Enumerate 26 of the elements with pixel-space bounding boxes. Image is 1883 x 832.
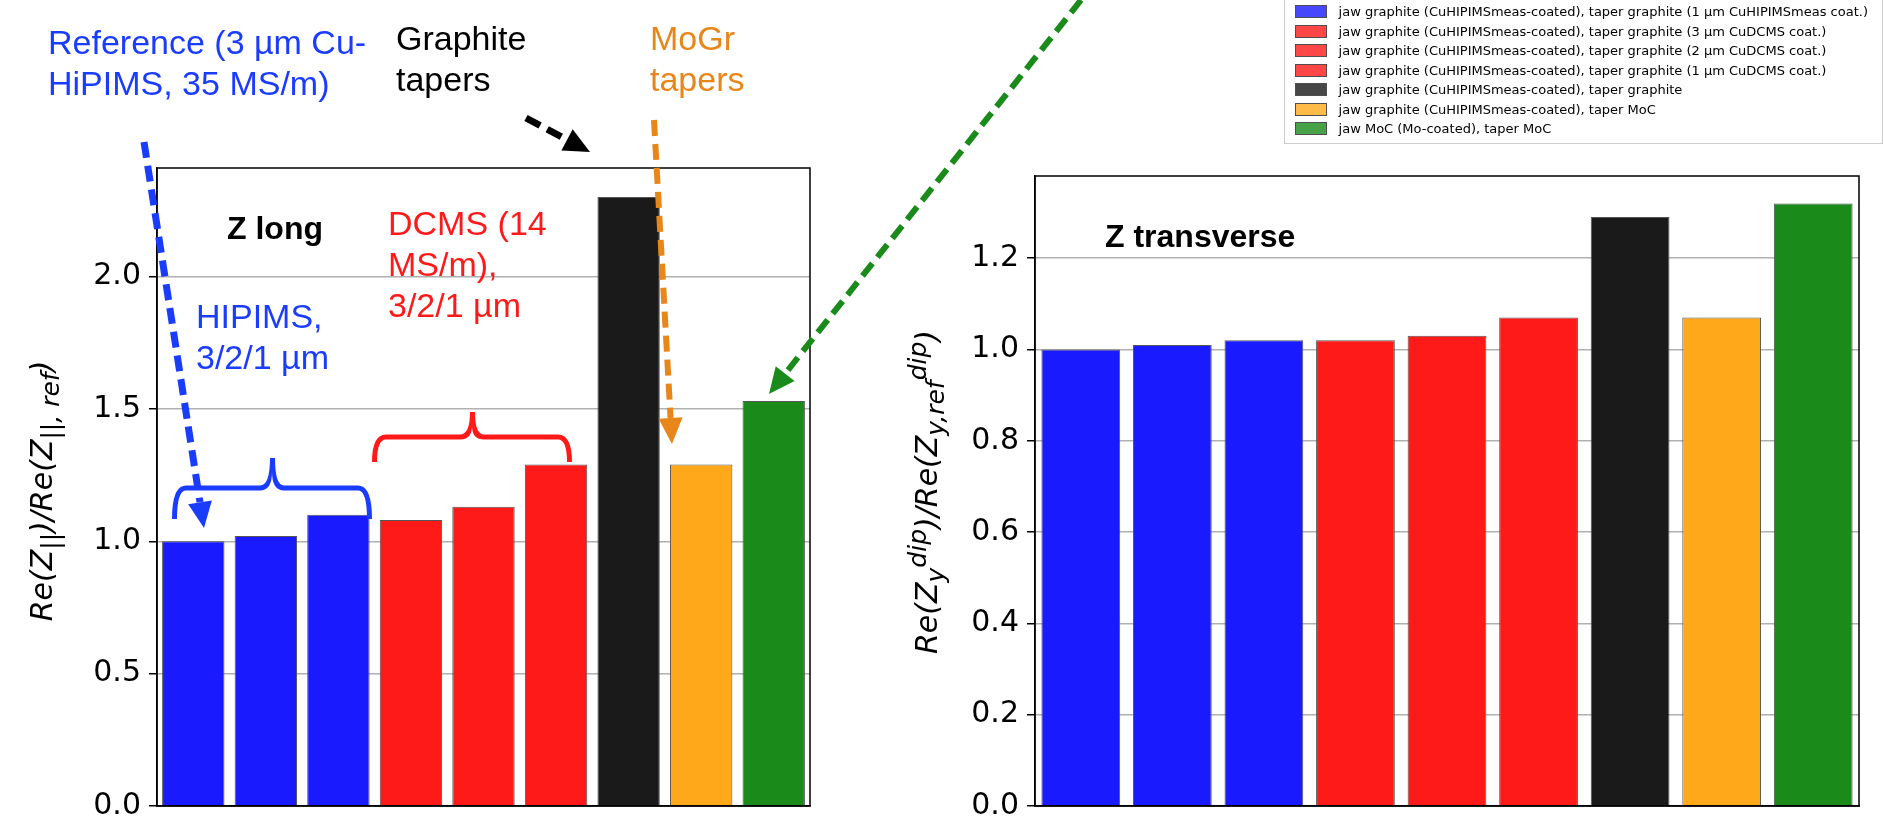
legend-label: jaw MoC (Mo-coated), taper MoC [1338,121,1552,137]
y-tick-label: 0.2 [971,694,1019,730]
y-tick-label: 0.5 [93,653,141,689]
text: Z transverse [1105,217,1296,254]
text: Graphite tapers [396,18,528,100]
legend-label: jaw graphite (CuHIPIMSmeas-coated), taper graphite (2 μm CuDCMS coat.) [1338,43,1827,59]
y-tick-label: 0.0 [93,785,141,821]
y-tick-label: 1.0 [93,521,141,557]
annotation: HIPIMS, 3/2/1 µm [196,296,330,378]
y-tick-label: 1.5 [93,388,141,424]
text: MoGr tapers [650,18,746,100]
legend-label: jaw graphite (CuHIPIMSmeas-coated), taper MoC [1338,101,1656,117]
y-tick-label: 0.4 [971,603,1019,639]
text: Z long [227,209,323,246]
text: Reference (3 µm Cu-HiPIMS, 35 MS/m) [48,22,368,104]
y-tick-label: 0.8 [971,420,1019,456]
y-tick-label: 1.2 [971,237,1019,273]
legend-label: jaw graphite (CuHIPIMSmeas-coated), taper graphite (1 μm CuHIPIMSmeas coat.) [1338,4,1868,20]
legend-label: jaw graphite (CuHIPIMSmeas-coated), taper graphite (3 μm CuDCMS coat.) [1338,23,1827,39]
y-tick-label: 2.0 [93,256,141,292]
y-tick-label: 0.6 [971,511,1019,547]
legend-label: jaw graphite (CuHIPIMSmeas-coated), taper graphite [1338,82,1683,98]
y-tick-label: 0.0 [971,785,1019,821]
y-tick-label: 1.0 [971,329,1019,365]
annotation: DCMS (14 MS/m), 3/2/1 µm [388,203,548,326]
legend-label: jaw graphite (CuHIPIMSmeas-coated), taper graphite (1 μm CuDCMS coat.) [1338,62,1827,78]
